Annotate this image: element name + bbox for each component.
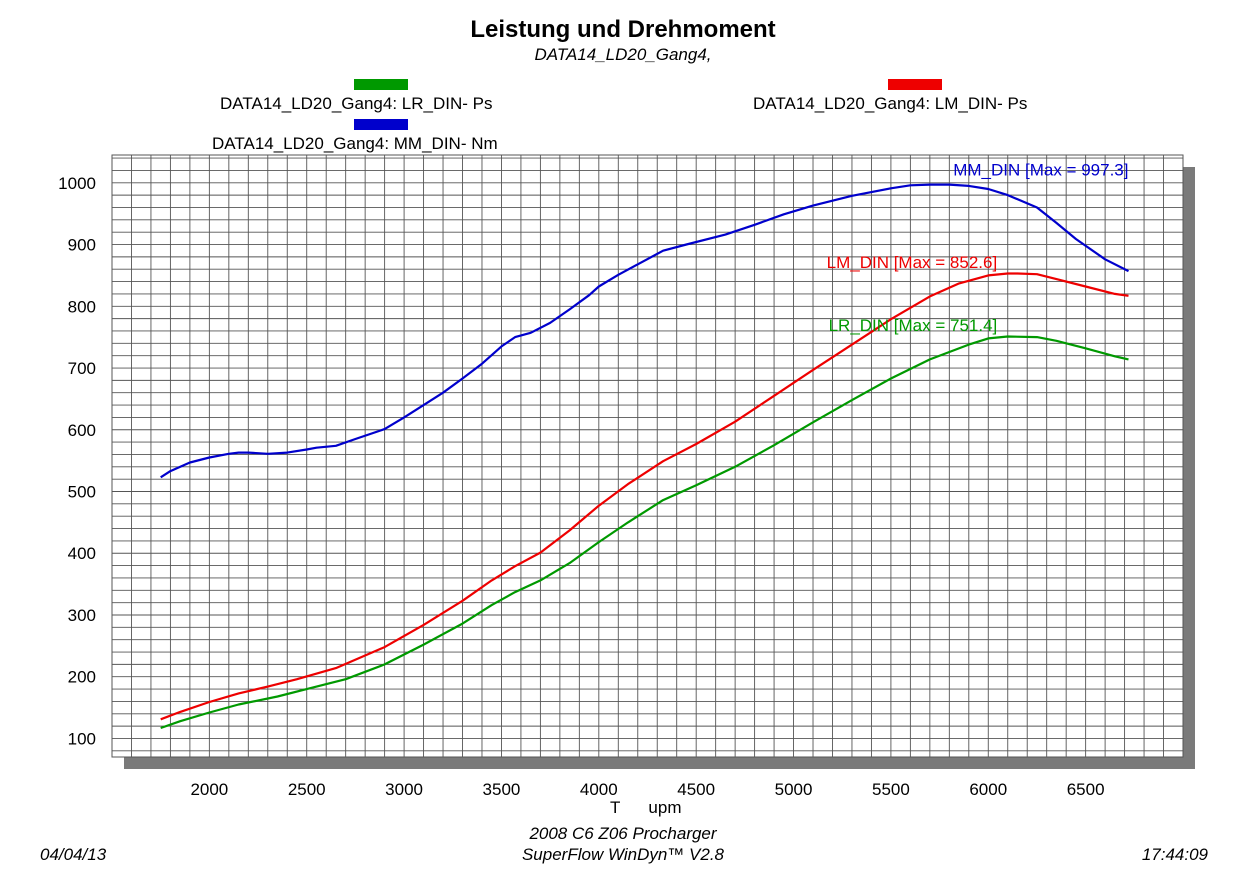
y-tick-label: 700	[68, 359, 96, 378]
y-tick-label: 100	[68, 729, 96, 748]
y-tick-label: 600	[68, 421, 96, 440]
series-annotations: MM_DIN [Max = 997.3] LM_DIN [Max = 852.6]…	[827, 160, 1129, 335]
x-tick-label: 2000	[190, 780, 228, 799]
y-tick-label: 300	[68, 606, 96, 625]
x-tick-label: 3000	[385, 780, 423, 799]
x-tick-label: 6000	[969, 780, 1007, 799]
x-tick-label: 2500	[288, 780, 326, 799]
legend-swatch-lr-din	[354, 79, 408, 90]
grid-lines	[112, 155, 1183, 757]
y-tick-label: 200	[68, 668, 96, 687]
legend-swatch-lm-din	[888, 79, 942, 90]
annotation-lr-din: LR_DIN [Max = 751.4]	[829, 316, 998, 335]
plot-area	[111, 154, 1184, 758]
series-line-lm-din	[160, 272, 1129, 721]
shadow-bottom	[124, 757, 1195, 769]
x-axis-label: T upm	[610, 798, 682, 817]
series-line-lr-din	[160, 335, 1129, 730]
x-tick-label: 5000	[775, 780, 813, 799]
y-tick-label: 1000	[58, 174, 96, 193]
footer-vehicle: 2008 C6 Z06 Procharger	[529, 824, 717, 843]
y-tick-label: 800	[68, 297, 96, 316]
chart-title: Leistung und Drehmoment	[470, 16, 776, 43]
legend-swatch-mm-din	[354, 119, 408, 130]
footer-software: SuperFlow WinDyn™ V2.8	[521, 845, 725, 864]
footer-time: 17:44:09	[1141, 845, 1208, 864]
annotation-lm-din: LM_DIN [Max = 852.6]	[827, 253, 998, 272]
x-tick-label: 3500	[483, 780, 521, 799]
annotation-mm-din: MM_DIN [Max = 997.3]	[953, 160, 1128, 179]
plot-shadow	[124, 167, 1195, 769]
x-axis-ticks: 2000 2500 3000 3500 4000 4500 5000 5500 6000 6500	[190, 780, 1104, 799]
series-lines	[160, 183, 1129, 730]
legend-label-lr-din: DATA14_LD20_Gang4: LR_DIN- Ps	[220, 94, 493, 113]
chart-subtitle: DATA14_LD20_Gang4,	[534, 45, 712, 64]
shadow-right	[1183, 167, 1195, 769]
y-tick-label: 900	[68, 236, 96, 255]
y-tick-label: 400	[68, 544, 96, 563]
x-tick-label: 5500	[872, 780, 910, 799]
y-axis-ticks: 100 200 300 400 500 600 700 800 900 1000	[58, 174, 96, 749]
x-tick-label: 4500	[677, 780, 715, 799]
legend-label-lm-din: DATA14_LD20_Gang4: LM_DIN- Ps	[753, 94, 1028, 113]
y-tick-label: 500	[68, 483, 96, 502]
x-tick-label: 6500	[1067, 780, 1105, 799]
legend-label-mm-din: DATA14_LD20_Gang4: MM_DIN- Nm	[212, 134, 498, 153]
series-line-mm-din	[160, 183, 1129, 479]
footer-date: 04/04/13	[40, 845, 107, 864]
x-tick-label: 4000	[580, 780, 618, 799]
